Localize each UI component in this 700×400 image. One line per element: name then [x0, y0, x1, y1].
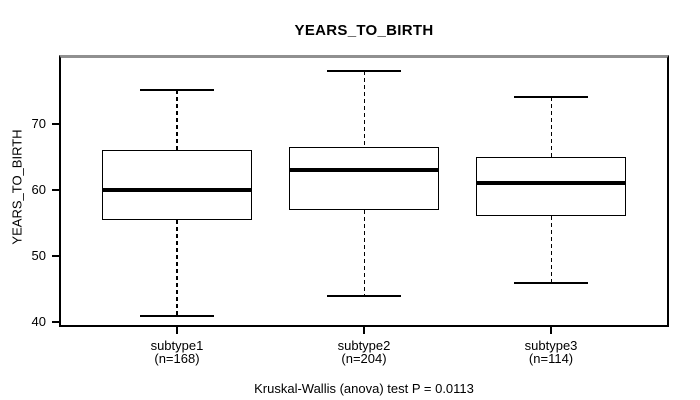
whisker-upper-subtype1	[176, 90, 178, 151]
box-subtype2	[289, 146, 439, 210]
x-label-count-subtype2: (n=204)	[341, 351, 387, 366]
median-subtype1	[102, 187, 252, 192]
y-tick-50	[52, 255, 61, 258]
whisker-lower-subtype2	[363, 209, 365, 296]
y-tick-60	[52, 188, 61, 191]
y-tick-label-60: 60	[31, 181, 46, 197]
x-label-subtype1: subtype1 (n=168)	[102, 339, 252, 365]
x-label-subtype3: subtype3 (n=114)	[476, 339, 626, 365]
whisker-cap-top-subtype2	[326, 69, 402, 72]
whisker-cap-top-subtype1	[139, 89, 215, 92]
y-tick-label-50: 50	[31, 248, 46, 264]
y-tick-40	[52, 321, 61, 324]
x-label-subtype2: subtype2 (n=204)	[289, 339, 439, 365]
whisker-lower-subtype3	[550, 216, 553, 283]
y-tick-label-40: 40	[31, 314, 46, 330]
x-label-name-subtype1: subtype1	[150, 338, 204, 353]
whisker-cap-bottom-subtype2	[326, 294, 402, 297]
whisker-cap-bottom-subtype1	[139, 314, 215, 317]
y-tick-70	[52, 122, 61, 125]
whisker-lower-subtype1	[176, 219, 178, 316]
box-subtype3	[476, 156, 626, 217]
x-label-name-subtype3: subtype3	[524, 338, 578, 353]
whisker-cap-top-subtype3	[513, 96, 589, 99]
chart-title: YEARS_TO_BIRTH	[294, 22, 434, 39]
x-tick-subtype3	[550, 327, 553, 334]
whisker-cap-bottom-subtype3	[513, 281, 589, 284]
x-label-count-subtype3: (n=114)	[528, 351, 574, 366]
whisker-upper-subtype3	[550, 97, 553, 157]
x-tick-subtype2	[363, 327, 365, 334]
kruskal-wallis-annotation: Kruskal-Wallis (anova) test P = 0.0113	[254, 381, 474, 396]
median-subtype3	[476, 181, 626, 186]
x-tick-subtype1	[175, 327, 178, 334]
box-subtype1	[102, 150, 252, 220]
x-label-count-subtype1: (n=168)	[154, 351, 200, 366]
y-tick-label-70: 70	[31, 115, 46, 131]
plot-area: 40 50 60 70	[32, 55, 669, 334]
x-label-name-subtype2: subtype2	[337, 338, 391, 353]
median-subtype2	[289, 167, 439, 172]
whisker-upper-subtype2	[363, 70, 365, 147]
